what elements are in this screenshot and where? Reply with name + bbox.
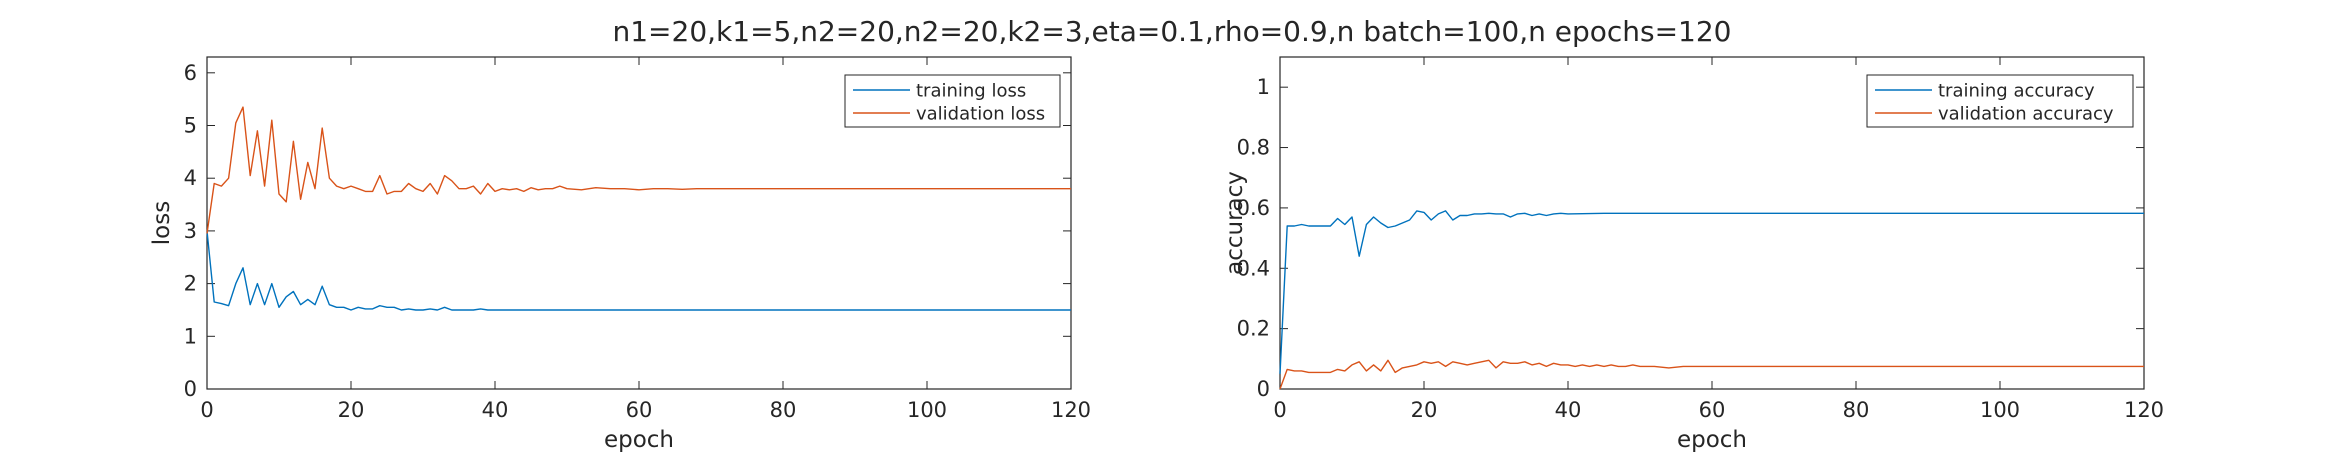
y-tick-label: 3	[184, 219, 197, 243]
x-tick-label: 60	[626, 398, 653, 422]
y-tick-label: 0	[1257, 377, 1270, 401]
x-tick-label: 40	[482, 398, 509, 422]
y-tick-label: 0	[184, 377, 197, 401]
series-line-training-accuracy	[1279, 210, 2144, 374]
x-tick-label: 80	[770, 398, 797, 422]
y-tick-label: 0.6	[1237, 196, 1270, 220]
x-tick-label: 120	[1051, 398, 1091, 422]
legend-label: training accuracy	[1938, 81, 2095, 102]
legend-label: validation loss	[916, 104, 1045, 125]
x-tick-label: 0	[1273, 398, 1286, 422]
y-tick-label: 1	[1257, 75, 1270, 99]
x-axis-label: epoch	[604, 427, 674, 453]
legend-box	[844, 74, 1061, 128]
loss-panel: 0 20 40 60 80 100 120 0 1 2 3 4 5 6 epoch loss training …	[149, 56, 1091, 453]
y-tick-label: 0.8	[1237, 136, 1270, 160]
x-tick-label: 120	[2124, 398, 2164, 422]
legend-label: validation accuracy	[1938, 104, 2114, 125]
y-tick-label: 6	[184, 61, 197, 85]
series-line-validation-accuracy	[1279, 359, 2144, 390]
y-tick-label: 2	[184, 272, 197, 296]
x-tick-label: 60	[1699, 398, 1726, 422]
y-tick-label: 0.4	[1237, 256, 1270, 280]
x-tick-label: 20	[338, 398, 365, 422]
y-tick-label: 4	[184, 166, 197, 190]
y-axis-label: loss	[149, 201, 175, 245]
legend-box	[1866, 74, 2134, 128]
y-tick-label: 5	[184, 114, 197, 138]
y-tick-label: 1	[184, 324, 197, 348]
x-tick-label: 100	[907, 398, 947, 422]
x-tick-label: 0	[200, 398, 213, 422]
y-axis-label: accuracy	[1222, 171, 1248, 275]
series-line-training-loss	[206, 230, 1071, 311]
x-tick-label: 80	[1843, 398, 1870, 422]
x-tick-label: 100	[1980, 398, 2020, 422]
x-tick-label: 40	[1555, 398, 1582, 422]
y-tick-label: 0.2	[1237, 317, 1270, 341]
x-axis-label: epoch	[1677, 427, 1747, 453]
legend-label: training loss	[916, 81, 1026, 102]
x-tick-label: 20	[1411, 398, 1438, 422]
accuracy-panel: 0 20 40 60 80 100 120 0 0.2 0.4 0.6 0.8 1 epoch accura…	[1222, 56, 2164, 453]
series-line-validation-loss	[206, 106, 1071, 234]
figure-title: n1=20,k1=5,n2=20,n2=20,k2=3,eta=0.1,rho=…	[612, 15, 1732, 48]
